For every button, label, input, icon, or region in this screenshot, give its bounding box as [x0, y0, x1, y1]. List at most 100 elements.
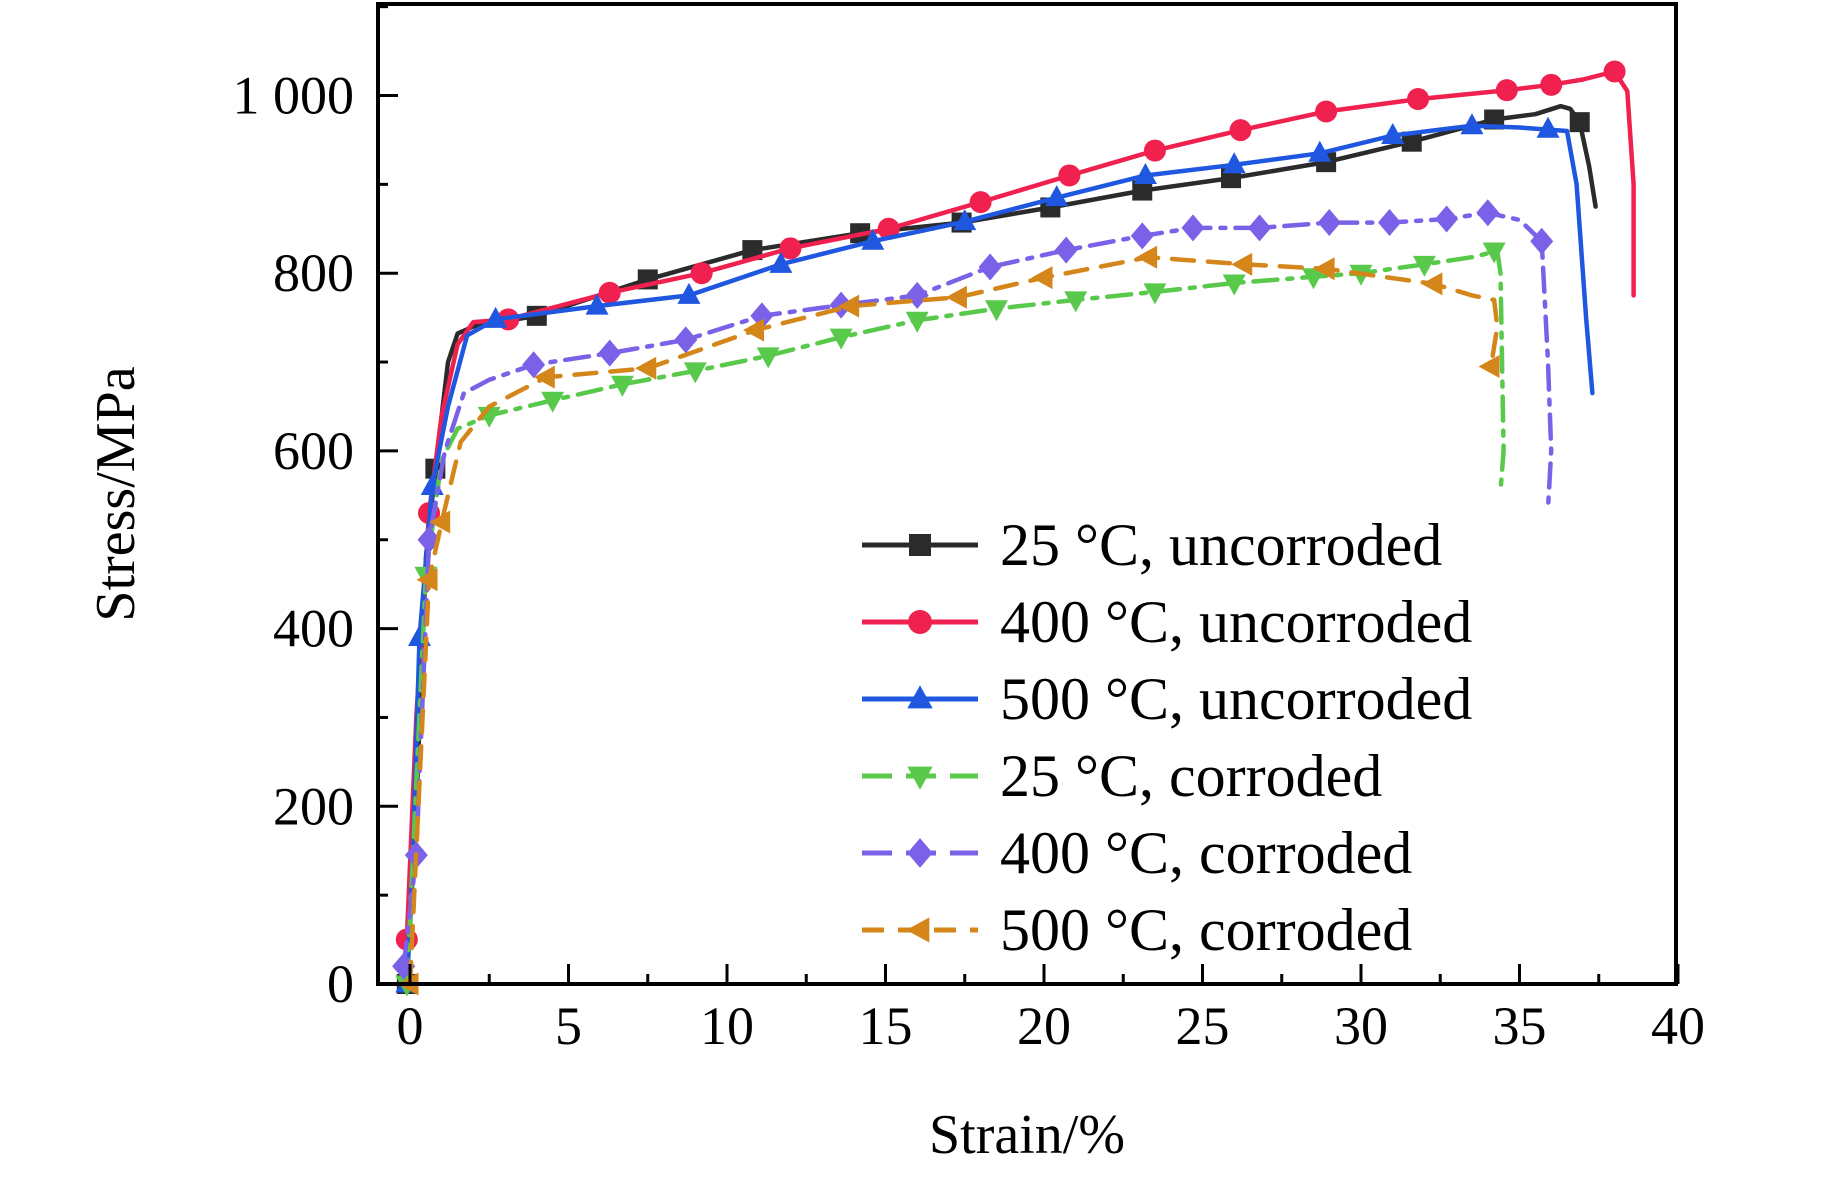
legend-label: 500 °C, corroded: [1000, 897, 1412, 963]
series-3: [395, 113, 1595, 993]
data-point: [610, 375, 634, 397]
data-point: [978, 253, 1002, 281]
data-point: [533, 365, 555, 389]
data-point: [585, 293, 609, 315]
data-point: [829, 328, 853, 350]
legend-marker: [908, 610, 932, 634]
data-point: [1495, 79, 1518, 102]
legend-entry: 500 °C, uncorroded: [862, 666, 1472, 732]
legend-marker: [906, 917, 930, 943]
y-tick-label: 0: [327, 954, 354, 1014]
data-point: [1231, 252, 1253, 276]
data-point: [945, 285, 967, 309]
legend-entry: 25 °C, uncorroded: [862, 512, 1442, 578]
legend-label: 400 °C, uncorroded: [1000, 589, 1472, 655]
data-point: [1143, 139, 1166, 162]
data-point: [1401, 131, 1422, 152]
data-point: [416, 568, 438, 592]
data-point: [1540, 73, 1563, 96]
data-point: [984, 300, 1008, 322]
x-tick-label: 35: [1493, 996, 1547, 1056]
data-point: [1301, 268, 1325, 290]
data-series-layer: [392, 60, 1636, 997]
data-point: [742, 240, 763, 261]
data-point: [1130, 222, 1154, 250]
y-tick-label: 400: [273, 599, 354, 659]
data-point: [522, 351, 546, 379]
legend-entry: 500 °C, corroded: [862, 897, 1412, 963]
x-tick-label: 0: [397, 996, 424, 1056]
data-point: [541, 391, 565, 413]
data-point: [905, 311, 929, 333]
data-point: [1222, 274, 1246, 296]
data-point: [1460, 113, 1484, 135]
data-point: [1315, 100, 1338, 123]
legend-marker: [907, 766, 933, 790]
series-line: [404, 248, 1506, 987]
data-point: [877, 217, 900, 240]
data-point: [1536, 116, 1560, 138]
data-point: [1229, 119, 1252, 142]
series-6: [397, 245, 1500, 996]
legend-marker: [909, 534, 931, 556]
data-point: [1313, 257, 1335, 281]
data-point: [1412, 255, 1436, 277]
data-point: [953, 209, 977, 231]
x-tick-label: 25: [1176, 996, 1230, 1056]
data-point: [1478, 354, 1500, 378]
data-point: [1054, 236, 1078, 264]
y-tick-label: 1 000: [233, 66, 355, 126]
legend-entry: 400 °C, uncorroded: [862, 589, 1472, 655]
data-point: [969, 191, 992, 214]
y-axis-title: Stress/MPa: [85, 366, 147, 621]
data-point: [1045, 185, 1069, 207]
data-point: [1031, 266, 1053, 290]
data-point: [674, 326, 698, 354]
data-point: [429, 510, 451, 534]
data-point: [1133, 162, 1157, 184]
data-point: [1058, 164, 1081, 187]
data-point: [1378, 209, 1402, 237]
x-tick-label: 20: [1017, 996, 1071, 1056]
data-point: [779, 237, 802, 260]
data-point: [1181, 214, 1205, 242]
legend-label: 25 °C, uncorroded: [1000, 512, 1442, 578]
data-point: [690, 262, 713, 285]
x-tick-label: 40: [1651, 996, 1705, 1056]
data-point: [598, 281, 621, 304]
y-tick-label: 600: [273, 421, 354, 481]
x-axis-title: Strain/%: [929, 1104, 1125, 1166]
legend-entry: 400 °C, corroded: [862, 820, 1412, 886]
x-tick-label: 30: [1334, 996, 1388, 1056]
data-point: [1136, 245, 1158, 269]
data-point: [1407, 88, 1430, 111]
data-point: [750, 302, 774, 330]
data-point: [1248, 214, 1272, 242]
data-point: [1132, 180, 1153, 201]
data-point: [1476, 199, 1500, 227]
data-point: [1435, 205, 1459, 233]
x-tick-label: 10: [700, 996, 754, 1056]
y-tick-label: 800: [273, 243, 354, 303]
data-point: [1222, 152, 1246, 174]
data-point: [1421, 272, 1443, 296]
legend-label: 400 °C, corroded: [1000, 820, 1412, 886]
data-point: [484, 306, 508, 328]
data-point: [683, 362, 707, 384]
legend: 25 °C, uncorroded 400 °C, uncorroded 500 °…: [862, 512, 1472, 963]
data-point: [1308, 140, 1332, 162]
x-tick-label: 5: [555, 996, 582, 1056]
data-point: [743, 318, 765, 342]
data-point: [769, 251, 793, 273]
legend-marker: [907, 838, 933, 868]
data-point: [1482, 242, 1506, 264]
data-point: [1530, 227, 1554, 255]
series-line: [404, 103, 1598, 987]
data-point: [598, 339, 622, 367]
data-point: [861, 228, 885, 250]
data-point: [838, 294, 860, 318]
data-point: [1143, 283, 1167, 305]
plot-area-frame: [376, 2, 1678, 986]
